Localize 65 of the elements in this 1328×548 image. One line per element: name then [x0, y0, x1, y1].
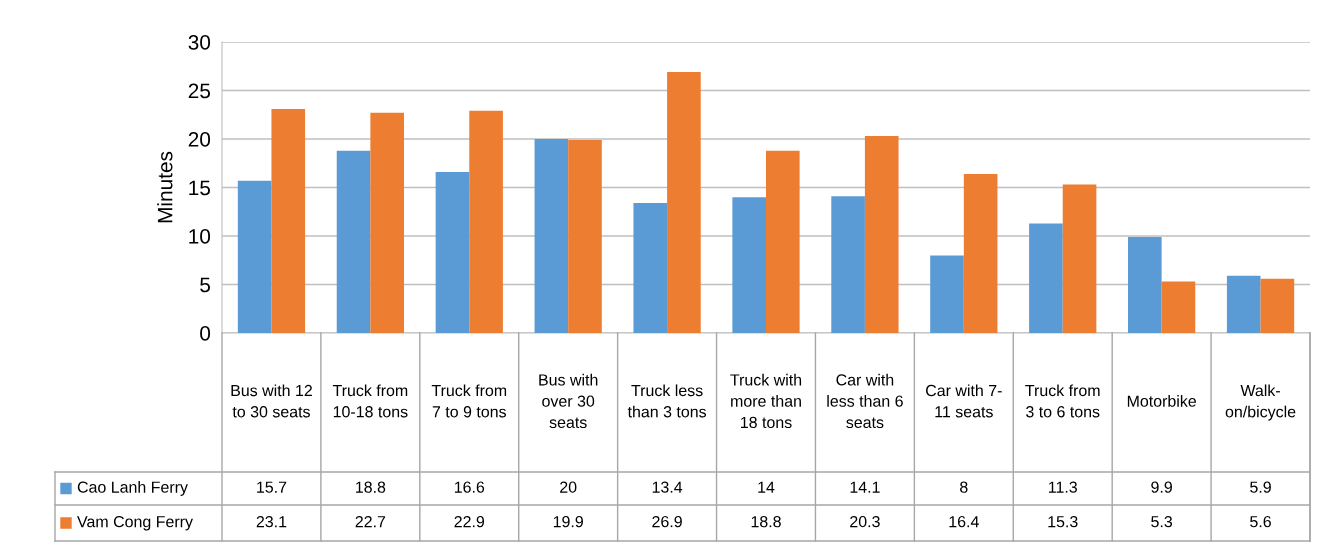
- bar: [766, 150, 800, 333]
- data-label: 14.1: [850, 481, 880, 493]
- x-tick-label: Truck with more than 18 tons: [730, 373, 802, 429]
- x-tick-label: Motorbike: [1127, 395, 1196, 407]
- bar: [534, 139, 569, 333]
- x-tick-label: Walk-on/bicycle: [1225, 384, 1296, 421]
- data-label: 20.3: [850, 515, 880, 528]
- x-tick-label: Car with 7-11 seats: [926, 384, 1002, 418]
- y-tick-label: 20: [188, 132, 211, 147]
- legend-label: Vam Cong Ferry: [77, 515, 193, 531]
- data-label: 11.3: [1048, 481, 1077, 493]
- bar: [336, 150, 371, 333]
- data-label: 5.6: [1250, 515, 1271, 528]
- bar: [1128, 236, 1162, 333]
- bar: [1226, 275, 1261, 333]
- x-tick-label: Truck from 10-18 tons: [332, 384, 408, 418]
- data-label: 8: [960, 481, 968, 493]
- y-tick-label: 25: [188, 83, 211, 99]
- data-label: 14: [758, 481, 775, 493]
- bar: [271, 108, 306, 333]
- data-label: 18.8: [751, 515, 781, 528]
- data-label: 15.7: [257, 481, 287, 493]
- bar: [1062, 184, 1097, 333]
- bar: [667, 72, 701, 333]
- legend-label: Cao Lanh Ferry: [77, 481, 188, 496]
- bar: [864, 136, 899, 333]
- data-label: 23.1: [256, 515, 287, 528]
- y-tick-label: 0: [200, 326, 211, 341]
- x-tick-label: Truck from 7 to 9 tons: [431, 384, 507, 418]
- x-tick-label: Car with less than 6 seats: [827, 373, 903, 429]
- bar: [1260, 278, 1295, 333]
- x-tick-label: Truck from 3 to 6 tons: [1025, 384, 1100, 418]
- data-label: 18.8: [356, 481, 386, 493]
- x-tick-label: Bus with 12 to 30 seats: [231, 384, 312, 418]
- data-label: 5.9: [1250, 481, 1271, 493]
- data-label: 5.3: [1151, 515, 1173, 528]
- bar: [237, 180, 272, 333]
- data-label: 15.3: [1048, 515, 1078, 528]
- bar: [930, 255, 964, 333]
- data-label: 20: [560, 481, 577, 493]
- bar: [963, 173, 998, 333]
- bar: [435, 171, 470, 333]
- bar: [469, 110, 503, 333]
- x-tick-label: Truck less than 3 tons: [627, 384, 707, 418]
- data-label: 26.9: [652, 515, 682, 528]
- y-tick-label: 5: [200, 277, 211, 293]
- data-label: 19.9: [553, 515, 583, 528]
- bar: [568, 139, 602, 333]
- bar: [831, 196, 865, 333]
- x-tick-label: Bus with over 30 seats: [539, 373, 598, 429]
- bar: [732, 197, 766, 333]
- data-label: 22.7: [355, 515, 386, 528]
- y-tick-label: 30: [188, 35, 211, 50]
- data-label: 22.9: [454, 515, 485, 528]
- data-label: 13.4: [652, 481, 683, 493]
- bar: [633, 203, 668, 333]
- data-label: 9.9: [1151, 481, 1172, 493]
- y-axis-title: Minutes: [157, 151, 173, 223]
- y-tick-label: 10: [189, 229, 211, 244]
- bar: [370, 112, 404, 333]
- data-label: 16.6: [454, 481, 485, 493]
- y-tick-label: 15: [189, 180, 211, 196]
- data-label: 16.4: [949, 515, 979, 528]
- bar: [1161, 281, 1196, 333]
- bar: [1029, 223, 1063, 333]
